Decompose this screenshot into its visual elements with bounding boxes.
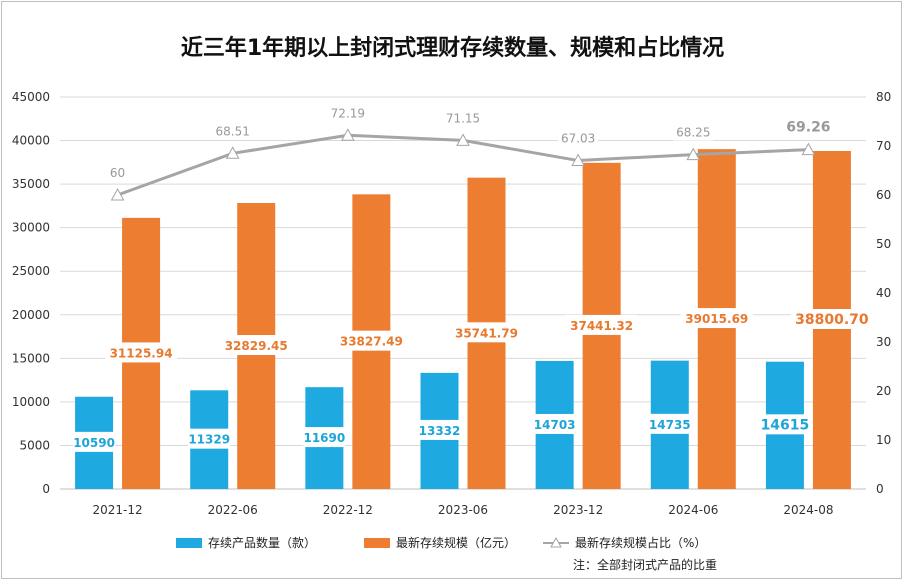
bar-scale-label-bg: [680, 308, 753, 329]
bar-scale-label-bg: [790, 309, 873, 330]
legend-label-scale: 最新存续规模（亿元）: [396, 536, 517, 550]
share-point: [225, 146, 240, 159]
share-point: [456, 133, 470, 146]
bar-count-label-bg: [648, 413, 691, 434]
share-point: [686, 147, 701, 161]
y-right-tick-label: 0: [876, 482, 884, 496]
y-left-tick-label: 0: [42, 482, 50, 496]
y-left-tick-label: 35000: [12, 177, 50, 191]
y-left-tick-label: 10000: [12, 395, 50, 409]
share-label-bg: [327, 103, 368, 122]
y-left-tick-label: 45000: [12, 90, 50, 104]
share-data-label: 69.26: [786, 120, 830, 136]
share-data-label: 72.19: [331, 106, 365, 120]
y-left-tick-label: 20000: [12, 308, 50, 322]
legend-swatch-count: [176, 537, 202, 548]
share-data-label: 71.15: [446, 111, 480, 125]
bar-count-label-bg: [303, 427, 346, 448]
chart-plot: 0 5000 10000 15000 20000 25000 30000 35000 40000…: [12, 90, 891, 517]
chart-legend: 存续产品数量（款） 最新存续规模（亿元） 最新存续规模占比（%）: [0, 534, 905, 554]
legend-label-share: 最新存续规模占比（%）: [575, 536, 707, 550]
bar-scale-label-bg: [335, 330, 408, 351]
bar-scale-data-label: 39015.69: [685, 312, 748, 326]
legend-swatch-share: [543, 536, 569, 547]
share-label-bg: [97, 163, 138, 181]
legend-swatch-scale: [364, 537, 390, 548]
x-tick-label: 2024-06: [668, 503, 718, 517]
legend-label-count: 存续产品数量（款）: [208, 536, 317, 550]
share-point: [801, 142, 816, 156]
share-point: [571, 153, 585, 167]
bar-scale-data-label: 31125.94: [110, 346, 173, 360]
bar-scale-data-label: 38800.70: [795, 312, 869, 328]
x-tick-label: 2023-12: [553, 503, 603, 517]
bar-scale-data-label: 33827.49: [340, 335, 403, 349]
y-right-tick-label: 80: [876, 90, 891, 104]
x-tick-label: 2023-06: [438, 503, 488, 517]
bar-count-label-bg: [533, 413, 576, 434]
y-right-tick-label: 70: [876, 139, 891, 153]
share-data-label: 68.25: [676, 126, 710, 140]
bar-scale-label-bg: [220, 335, 293, 356]
bar-count-label-bg: [188, 428, 231, 449]
y-left-tick-label: 5000: [19, 438, 50, 452]
bar-scale-data-label: 37441.32: [570, 319, 633, 333]
legend-item-count: 存续产品数量（款）: [176, 534, 316, 551]
share-data-label: 60: [110, 166, 125, 180]
share-data-label: 68.51: [216, 124, 250, 138]
y-right-tick-label: 60: [876, 188, 891, 202]
bar-count-label-bg: [73, 431, 116, 452]
chart-title: 近三年1年期以上封闭式理财存续数量、规模和占比情况: [180, 36, 725, 61]
y-right-tick-label: 30: [876, 335, 891, 349]
bar-count-data-label: 14615: [761, 417, 810, 433]
y-left-tick-label: 40000: [12, 134, 50, 148]
share-point: [341, 128, 355, 141]
share-point: [110, 187, 125, 201]
bar-count-data-label: 10590: [73, 436, 115, 450]
y-right-tick-label: 10: [876, 433, 891, 447]
share-label-bg: [673, 122, 714, 141]
bar-count-data-label: 13332: [419, 424, 461, 438]
bar-scale-label-bg: [565, 314, 638, 335]
bar-scale-data-label: 35741.79: [455, 326, 518, 340]
x-tick-label: 2022-06: [208, 503, 258, 517]
bar-scale-label-bg: [105, 342, 178, 363]
share-label-bg: [788, 117, 829, 136]
share-label-bg: [443, 108, 483, 127]
x-tick-label: 2021-12: [93, 503, 143, 517]
bar-count-label-bg: [418, 419, 461, 440]
y-right-tick-label: 50: [876, 237, 891, 251]
y-left-tick-label: 30000: [12, 221, 50, 235]
share-data-label: 67.03: [561, 132, 595, 146]
bar-count-data-label: 14703: [534, 418, 576, 432]
bar-count-data-label: 11690: [303, 431, 345, 445]
bar-scale-data-label: 32829.45: [225, 339, 288, 353]
bar-count-data-label: 11329: [188, 433, 230, 447]
y-left-tick-label: 15000: [12, 351, 50, 365]
chart-note: 注：全部封闭式产品的比重: [573, 558, 718, 572]
legend-item-scale: 最新存续规模（亿元）: [364, 534, 516, 551]
y-right-tick-label: 20: [876, 384, 891, 398]
y-left-tick-label: 25000: [12, 264, 50, 278]
bar-count-label-bg: [763, 414, 806, 435]
bar-count-data-label: 14735: [649, 418, 691, 432]
y-right-tick-label: 40: [876, 286, 891, 300]
bar-scale-label-bg: [450, 322, 523, 343]
x-tick-label: 2022-12: [323, 503, 373, 517]
x-tick-label: 2024-08: [783, 503, 833, 517]
legend-item-share: 最新存续规模占比（%）: [543, 534, 706, 551]
share-label-bg: [558, 128, 599, 147]
share-label-bg: [212, 121, 253, 140]
